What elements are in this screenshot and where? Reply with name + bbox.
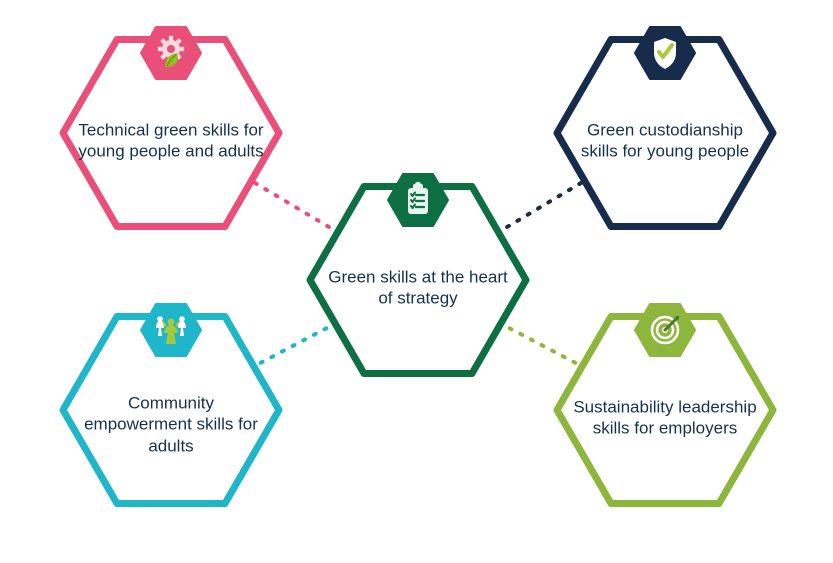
target-icon (634, 299, 696, 361)
gear-leaf-icon (140, 22, 202, 84)
hex-label-bl: Community empowerment skills for adults (56, 393, 286, 457)
hex-br: Sustainability leadership skills for emp… (550, 295, 780, 525)
hex-tl: Technical green skills for young people … (56, 18, 286, 248)
shield-check-icon (634, 22, 696, 84)
diagram-stage: Green skills at the heart of strategy Te… (0, 0, 833, 563)
clipboard-icon (387, 169, 449, 231)
hex-tr: Green custodianship skills for young peo… (550, 18, 780, 248)
hex-center: Green skills at the heart of strategy (303, 165, 533, 395)
community-icon (140, 299, 202, 361)
hex-label-tr: Green custodianship skills for young peo… (550, 119, 780, 162)
hex-label-br: Sustainability leadership skills for emp… (550, 396, 780, 439)
hex-label-center: Green skills at the heart of strategy (303, 266, 533, 309)
hex-label-tl: Technical green skills for young people … (56, 119, 286, 162)
hex-bl: Community empowerment skills for adults (56, 295, 286, 525)
